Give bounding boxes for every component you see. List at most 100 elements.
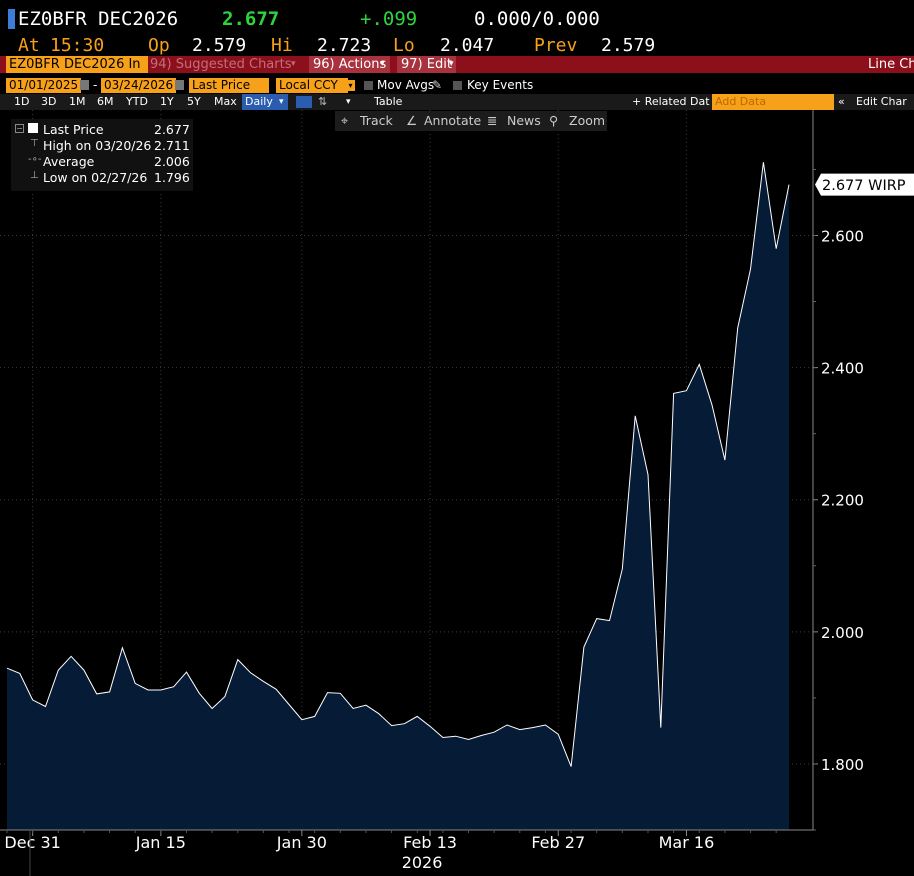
table-button[interactable]: Table bbox=[374, 95, 403, 108]
x-tick-label: Dec 31 bbox=[4, 833, 60, 852]
start-calendar-icon[interactable] bbox=[80, 80, 89, 90]
at-time: 15:30 bbox=[50, 35, 105, 56]
price-area bbox=[7, 162, 789, 830]
end-date-input[interactable]: 03/24/2026 bbox=[101, 78, 177, 93]
suggested-caret-icon[interactable]: ▾ bbox=[291, 59, 296, 69]
average-marker-icon: -∘- bbox=[28, 154, 42, 165]
legend-average-label: Average bbox=[43, 154, 95, 169]
last-value-marker: 2.677 WIRP bbox=[815, 173, 914, 196]
zoom-icon[interactable]: ⚲ bbox=[549, 113, 559, 128]
zoom-button[interactable]: Zoom bbox=[569, 113, 606, 128]
mov-avgs-checkbox[interactable] bbox=[364, 81, 373, 90]
open-value: 2.579 bbox=[192, 35, 247, 56]
quote-stats: At 15:30 Op 2.579 Hi 2.723 Lo 2.047 Prev… bbox=[0, 34, 914, 56]
at-label: At bbox=[18, 35, 40, 56]
period-bar: 1D 3D 1M 6M YTD 1Y 5Y Max Daily ▾ ⇅ ▾ Ta… bbox=[0, 94, 914, 110]
field-select[interactable]: Last Price bbox=[189, 78, 269, 93]
prev-label: Prev bbox=[534, 35, 578, 56]
x-year-label: 2026 bbox=[402, 853, 443, 872]
legend-average-value: 2.006 bbox=[154, 154, 190, 169]
open-label: Op bbox=[148, 35, 170, 56]
edit-menu[interactable]: 97) Edit bbox=[397, 56, 456, 73]
key-events-label[interactable]: Key Events bbox=[467, 78, 534, 92]
related-data-button[interactable]: + Related Dat bbox=[632, 95, 710, 108]
actions-menu[interactable]: 96) Actions bbox=[309, 56, 391, 73]
x-tick-label: Feb 13 bbox=[403, 833, 457, 852]
high-label: Hi bbox=[271, 35, 293, 56]
chart-legend: − Last Price 2.677 ⊤ High on 03/20/26 2.… bbox=[11, 119, 193, 191]
last-value-label: 2.677 WIRP bbox=[822, 178, 906, 194]
pencil-icon[interactable]: ✎ bbox=[432, 78, 443, 92]
edit-caret-icon[interactable]: ▾ bbox=[449, 59, 454, 69]
chart-type-title: Line Ch bbox=[868, 57, 914, 72]
chart-toolbar: ⌖ Track ∠ Annotate ≣ News ⚲ Zoom bbox=[335, 111, 607, 131]
x-tick-label: Mar 16 bbox=[659, 833, 715, 852]
legend-last-value: 2.677 bbox=[154, 122, 190, 137]
period-1d[interactable]: 1D bbox=[14, 95, 30, 108]
bar-chart-icon[interactable]: ⇅ bbox=[318, 95, 328, 108]
period-5y[interactable]: 5Y bbox=[187, 95, 201, 108]
menu-bar: EZ0BFR DEC2026 In 94) Suggested Charts ▾… bbox=[0, 56, 914, 73]
annotate-icon[interactable]: ∠ bbox=[406, 113, 418, 128]
mov-avgs-label[interactable]: Mov Avgs bbox=[377, 78, 435, 92]
ticker-marker-icon bbox=[8, 9, 15, 29]
low-marker-icon: ⊥ bbox=[30, 170, 39, 181]
period-1y[interactable]: 1Y bbox=[160, 95, 174, 108]
currency-select[interactable]: Local CCY bbox=[276, 78, 348, 93]
legend-high-value: 2.711 bbox=[154, 138, 190, 153]
price-change: +.099 bbox=[360, 8, 418, 30]
low-label: Lo bbox=[393, 35, 415, 56]
legend-last-label: Last Price bbox=[43, 122, 104, 137]
low-value: 2.047 bbox=[440, 35, 495, 56]
legend-low-value: 1.796 bbox=[154, 170, 190, 185]
date-separator: - bbox=[93, 78, 98, 92]
frequency-caret-icon[interactable]: ▾ bbox=[279, 97, 284, 107]
news-icon[interactable]: ≣ bbox=[487, 113, 498, 128]
period-3d[interactable]: 3D bbox=[41, 95, 57, 108]
y-tick-label: 1.800 bbox=[821, 756, 864, 774]
last-price: 2.677 bbox=[222, 8, 280, 30]
start-date-input[interactable]: 01/01/2025 bbox=[6, 78, 82, 93]
end-calendar-icon[interactable] bbox=[175, 80, 184, 90]
x-tick-label: Jan 30 bbox=[276, 833, 327, 852]
suggested-charts-menu[interactable]: 94) Suggested Charts bbox=[150, 57, 292, 72]
quote-header: EZ0BFR DEC2026 2.677 +.099 0.000/0.000 bbox=[0, 0, 914, 34]
prev-value: 2.579 bbox=[601, 35, 656, 56]
x-axis-ticks: Dec 31 Jan 15 Jan 30 Feb 13 Feb 27 Mar 16 2026 bbox=[4, 830, 777, 876]
period-max[interactable]: Max bbox=[214, 95, 237, 108]
legend-collapse-icon[interactable]: − bbox=[15, 124, 24, 133]
price-line bbox=[6, 162, 790, 767]
news-button[interactable]: News bbox=[507, 113, 541, 128]
period-6m[interactable]: 6M bbox=[97, 95, 114, 108]
key-events-checkbox[interactable] bbox=[453, 81, 462, 90]
actions-caret-icon[interactable]: ▾ bbox=[380, 59, 385, 69]
track-button[interactable]: Track bbox=[360, 113, 393, 128]
line-chart-icon[interactable] bbox=[296, 96, 312, 108]
ticker-symbol[interactable]: EZ0BFR DEC2026 bbox=[18, 8, 179, 30]
y-tick-label: 2.400 bbox=[821, 360, 864, 378]
y-tick-label: 2.000 bbox=[821, 624, 864, 642]
legend-low-label: Low on 02/27/26 bbox=[43, 170, 148, 185]
legend-swatch-icon bbox=[28, 123, 38, 133]
chart-controls: 01/01/2025 - 03/24/2026 Last Price Local… bbox=[0, 78, 914, 94]
high-value: 2.723 bbox=[317, 35, 372, 56]
y-axis-ticks: 1.800 2.000 2.200 2.400 2.600 bbox=[813, 168, 864, 831]
chart-style-caret-icon[interactable]: ▾ bbox=[346, 97, 351, 107]
collapse-icon[interactable]: « bbox=[838, 95, 845, 108]
x-tick-label: Jan 15 bbox=[135, 833, 186, 852]
period-ytd[interactable]: YTD bbox=[126, 95, 148, 108]
annotate-button[interactable]: Annotate bbox=[424, 113, 482, 128]
currency-caret-icon[interactable]: ▾ bbox=[346, 80, 355, 91]
track-icon[interactable]: ⌖ bbox=[341, 113, 349, 128]
high-marker-icon: ⊤ bbox=[30, 138, 39, 149]
x-tick-label: Feb 27 bbox=[531, 833, 585, 852]
last-value-tag bbox=[815, 173, 914, 196]
edit-chart-button[interactable]: Edit Char bbox=[856, 95, 907, 108]
y-tick-label: 2.600 bbox=[821, 228, 864, 246]
frequency-select[interactable]: Daily bbox=[242, 94, 288, 110]
period-1m[interactable]: 1M bbox=[69, 95, 86, 108]
price-chart[interactable]: 1.800 2.000 2.200 2.400 2.600 Dec 31 Jan 15 Ja… bbox=[0, 110, 914, 876]
security-field[interactable]: EZ0BFR DEC2026 In bbox=[6, 56, 148, 73]
bid-ask: 0.000/0.000 bbox=[474, 8, 600, 30]
add-data-input[interactable]: Add Data bbox=[712, 94, 834, 110]
